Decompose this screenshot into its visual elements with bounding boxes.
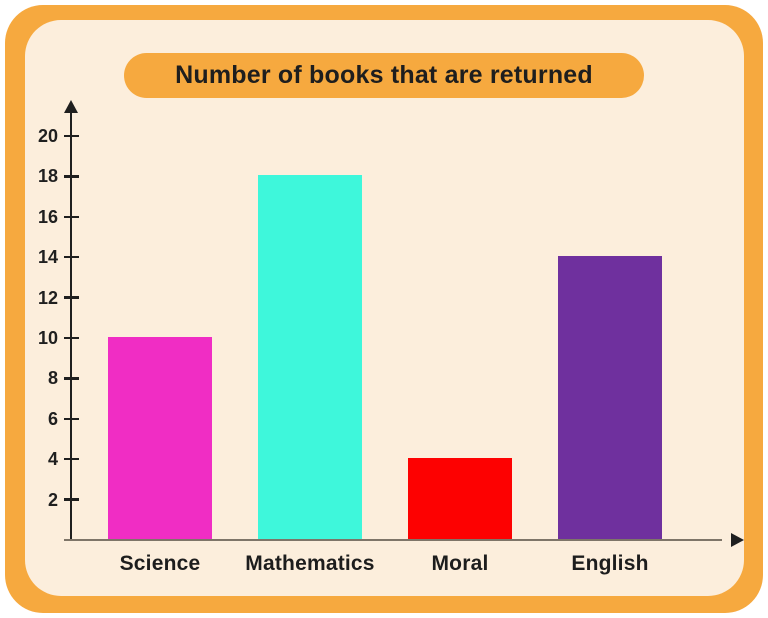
bar-moral [408,458,512,539]
bar-mathematics [258,175,362,539]
y-tick-label: 12 [37,287,58,308]
x-label-science: Science [119,552,201,575]
bar-english [558,256,662,539]
x-label-english: English [571,552,649,575]
y-axis-arrowhead [64,100,78,113]
y-tick-label: 10 [37,328,58,348]
y-tick [63,296,79,299]
y-tick [63,457,79,461]
x-axis-arrowhead [731,533,744,547]
y-tick [63,417,79,421]
y-tick [63,175,79,178]
chart-title: Number of books that are returned [175,61,593,89]
y-tick-label: 8 [47,368,58,389]
y-tick-label: 18 [37,166,58,187]
y-tick-label: 4 [47,449,58,470]
y-tick [63,336,79,340]
y-tick-label: 14 [37,247,58,268]
y-axis [69,110,73,541]
bar-science [108,337,212,539]
y-tick-label: 20 [37,126,58,146]
y-tick-label: 2 [47,489,58,510]
y-tick-label: 6 [47,408,58,429]
y-tick [63,498,79,501]
x-label-moral: Moral [431,552,489,575]
y-tick [63,215,79,219]
x-label-mathematics: Mathematics [245,552,375,575]
y-tick [63,255,79,259]
chart-title-pill: Number of books that are returned [124,53,644,98]
x-axis [64,538,722,541]
y-tick [63,134,79,138]
y-tick [63,377,79,380]
y-tick-label: 16 [37,206,58,227]
